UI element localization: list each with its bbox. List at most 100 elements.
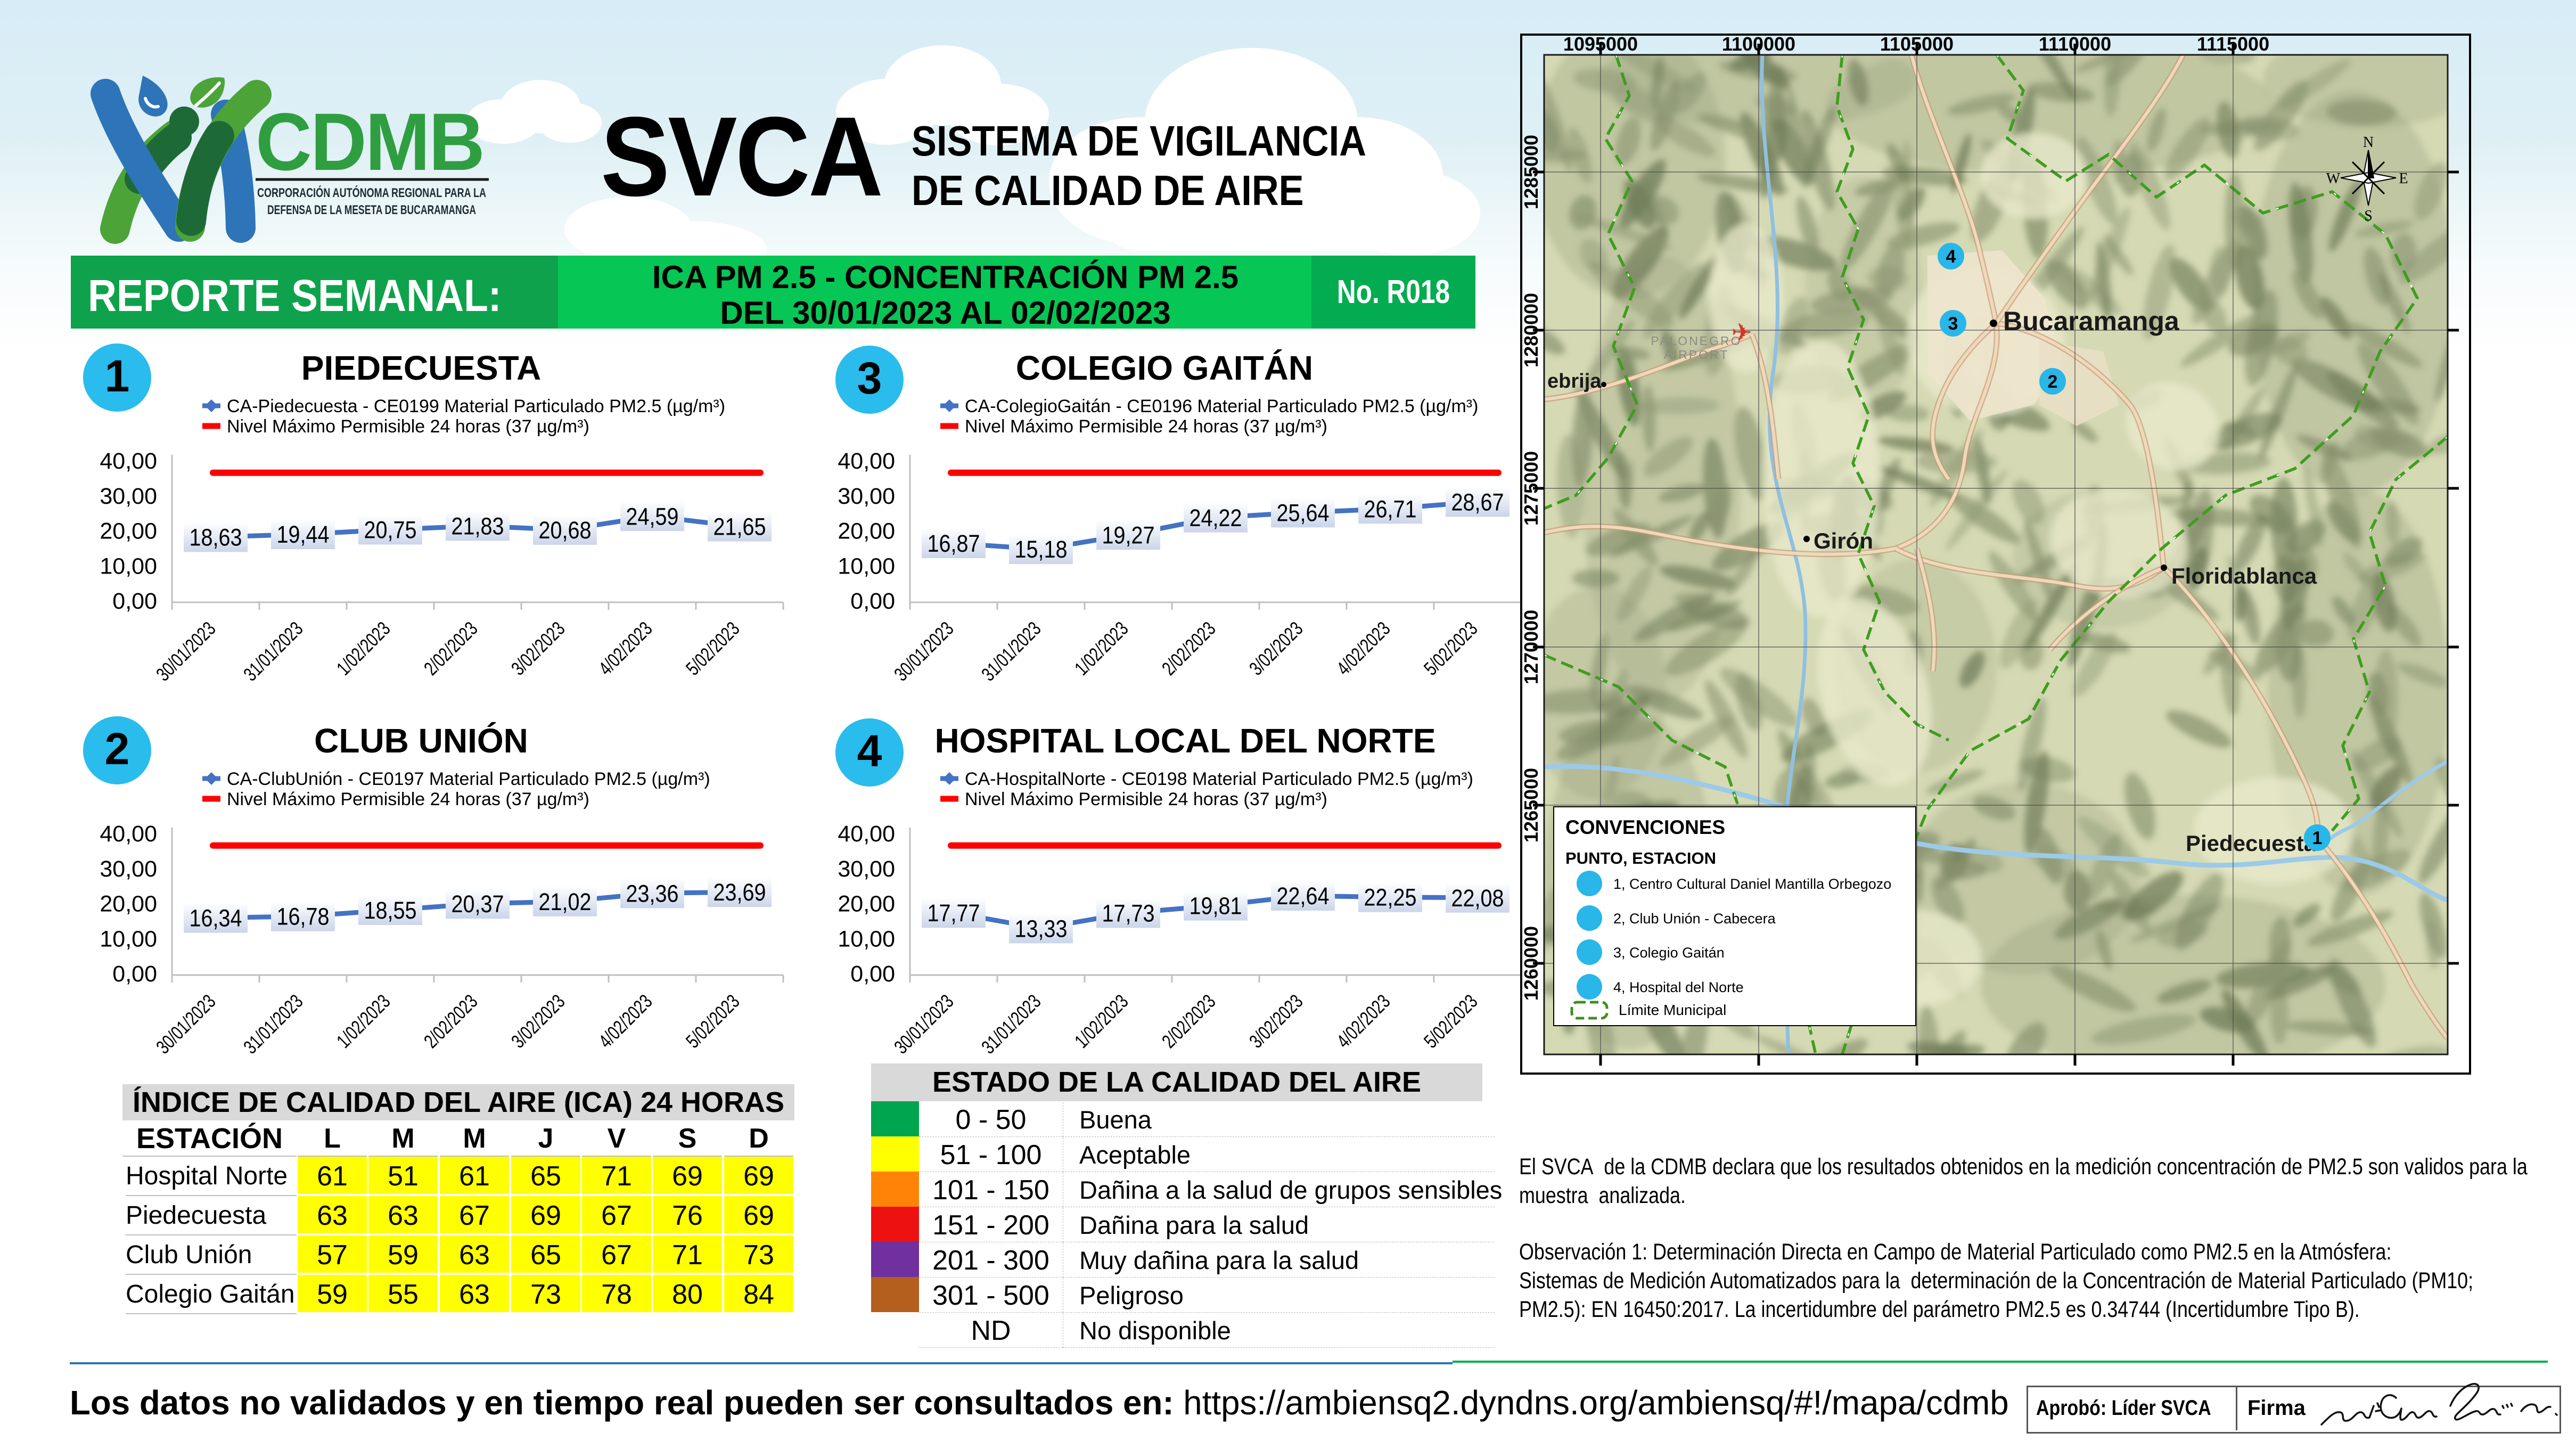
svg-text:2: 2 bbox=[2048, 372, 2058, 392]
svg-text:1: 1 bbox=[2312, 828, 2323, 848]
svg-text:10,00: 10,00 bbox=[100, 553, 157, 579]
svg-text:4, Hospital del Norte: 4, Hospital del Norte bbox=[1613, 979, 1744, 995]
svg-text:CA-ClubUnión - CE0197 Material: CA-ClubUnión - CE0197 Material Particula… bbox=[227, 769, 710, 789]
svg-text:18,55: 18,55 bbox=[364, 897, 416, 924]
svg-text:18,63: 18,63 bbox=[189, 524, 242, 551]
svg-text:Piedecuesta: Piedecuesta bbox=[2186, 831, 2317, 856]
svg-text:1275000: 1275000 bbox=[1520, 451, 1542, 526]
svg-text:PUNTO, ESTACION: PUNTO, ESTACION bbox=[1565, 849, 1716, 867]
svg-text:W: W bbox=[2326, 170, 2341, 187]
svg-text:CDMB: CDMB bbox=[256, 96, 483, 187]
svg-text:1285000: 1285000 bbox=[1520, 135, 1542, 209]
svg-text:CA-ColegioGaitán - CE0196 Mate: CA-ColegioGaitán - CE0196 Material Parti… bbox=[965, 396, 1478, 416]
svg-text:20,00: 20,00 bbox=[838, 519, 895, 544]
svg-text:1115000: 1115000 bbox=[2197, 33, 2269, 55]
svg-text:Girón: Girón bbox=[1814, 528, 1873, 553]
svg-text:21,02: 21,02 bbox=[538, 888, 591, 915]
svg-text:0,00: 0,00 bbox=[850, 588, 895, 614]
svg-text:20,00: 20,00 bbox=[838, 891, 895, 917]
svg-text:17,77: 17,77 bbox=[927, 900, 980, 927]
svg-text:23,69: 23,69 bbox=[713, 879, 766, 906]
svg-text:10,00: 10,00 bbox=[100, 926, 157, 952]
svg-text:0,00: 0,00 bbox=[850, 961, 895, 987]
svg-text:DEFENSA DE LA MESETA DE BUCARA: DEFENSA DE LA MESETA DE BUCARAMANGA bbox=[267, 203, 476, 217]
svg-text:22,08: 22,08 bbox=[1451, 885, 1504, 911]
svg-text:20,37: 20,37 bbox=[451, 891, 504, 918]
svg-text:3: 3 bbox=[857, 353, 882, 403]
svg-text:1095000: 1095000 bbox=[1563, 33, 1638, 55]
svg-text:16,34: 16,34 bbox=[189, 905, 242, 931]
svg-text:2, Club Unión - Cabecera: 2, Club Unión - Cabecera bbox=[1613, 911, 1776, 927]
svg-text:N: N bbox=[2363, 134, 2374, 151]
svg-text:1, Centro Cultural Daniel Mant: 1, Centro Cultural Daniel Mantilla Orbeg… bbox=[1613, 876, 1891, 892]
svg-text:CA-HospitalNorte - CE0198 Mate: CA-HospitalNorte - CE0198 Material Parti… bbox=[965, 769, 1473, 789]
svg-text:E: E bbox=[2399, 170, 2408, 187]
svg-text:4: 4 bbox=[857, 726, 882, 776]
svg-text:0,00: 0,00 bbox=[112, 588, 157, 614]
svg-text:19,81: 19,81 bbox=[1189, 893, 1242, 919]
svg-text:20,75: 20,75 bbox=[364, 517, 416, 543]
svg-text:2: 2 bbox=[105, 724, 130, 774]
svg-text:CLUB UNIÓN: CLUB UNIÓN bbox=[314, 722, 528, 760]
svg-text:AIRPORT: AIRPORT bbox=[1664, 348, 1729, 362]
svg-text:20,00: 20,00 bbox=[100, 519, 157, 544]
svg-text:16,87: 16,87 bbox=[927, 530, 980, 557]
svg-text:21,83: 21,83 bbox=[451, 513, 504, 539]
svg-text:15,18: 15,18 bbox=[1014, 536, 1067, 563]
svg-text:Nivel Máximo Permisible 24 hor: Nivel Máximo Permisible 24 horas (37 µg/… bbox=[227, 416, 589, 437]
svg-text:40,00: 40,00 bbox=[838, 448, 895, 474]
svg-text:10,00: 10,00 bbox=[838, 926, 895, 952]
svg-text:HOSPITAL LOCAL DEL NORTE: HOSPITAL LOCAL DEL NORTE bbox=[934, 722, 1435, 760]
svg-text:Nivel Máximo Permisible 24 hor: Nivel Máximo Permisible 24 horas (37 µg/… bbox=[965, 789, 1327, 809]
svg-text:Bucaramanga: Bucaramanga bbox=[2003, 306, 2180, 336]
svg-text:CORPORACIÓN AUTÓNOMA REGIONAL: CORPORACIÓN AUTÓNOMA REGIONAL PARA LA bbox=[257, 185, 486, 200]
svg-text:3, Colegio Gaitán: 3, Colegio Gaitán bbox=[1613, 945, 1725, 961]
svg-text:30,00: 30,00 bbox=[838, 856, 895, 882]
svg-text:CONVENCIONES: CONVENCIONES bbox=[1565, 816, 1725, 838]
svg-text:22,25: 22,25 bbox=[1364, 884, 1416, 911]
svg-text:17,73: 17,73 bbox=[1102, 900, 1154, 927]
svg-text:22,64: 22,64 bbox=[1276, 883, 1329, 910]
svg-text:20,00: 20,00 bbox=[100, 891, 157, 917]
svg-text:25,64: 25,64 bbox=[1276, 500, 1329, 526]
svg-text:30,00: 30,00 bbox=[100, 484, 157, 509]
svg-text:✈: ✈ bbox=[1732, 318, 1752, 346]
svg-text:S: S bbox=[2364, 208, 2373, 224]
svg-text:26,71: 26,71 bbox=[1364, 496, 1416, 522]
svg-text:40,00: 40,00 bbox=[838, 821, 895, 847]
svg-text:0,00: 0,00 bbox=[112, 961, 157, 987]
svg-text:28,67: 28,67 bbox=[1451, 489, 1504, 515]
svg-text:1280000: 1280000 bbox=[1520, 293, 1542, 367]
svg-text:PIEDECUESTA: PIEDECUESTA bbox=[301, 349, 541, 387]
svg-text:19,27: 19,27 bbox=[1102, 522, 1154, 549]
svg-text:Límite Municipal: Límite Municipal bbox=[1619, 1002, 1726, 1018]
svg-text:40,00: 40,00 bbox=[100, 448, 157, 474]
svg-text:1105000: 1105000 bbox=[1880, 33, 1954, 55]
svg-text:24,59: 24,59 bbox=[626, 503, 678, 530]
svg-text:23,36: 23,36 bbox=[626, 880, 678, 907]
svg-text:13,33: 13,33 bbox=[1014, 915, 1067, 942]
svg-text:40,00: 40,00 bbox=[100, 821, 157, 847]
svg-text:10,00: 10,00 bbox=[838, 553, 895, 579]
svg-text:1270000: 1270000 bbox=[1520, 610, 1542, 684]
svg-text:3: 3 bbox=[1948, 314, 1958, 334]
svg-text:Nivel Máximo Permisible 24 hor: Nivel Máximo Permisible 24 horas (37 µg/… bbox=[965, 416, 1327, 437]
svg-text:1100000: 1100000 bbox=[1722, 33, 1795, 55]
svg-text:1260000: 1260000 bbox=[1520, 926, 1542, 1001]
svg-text:Nivel Máximo Permisible 24 hor: Nivel Máximo Permisible 24 horas (37 µg/… bbox=[227, 789, 589, 809]
svg-text:30,00: 30,00 bbox=[100, 856, 157, 882]
svg-text:30,00: 30,00 bbox=[838, 484, 895, 509]
svg-text:1110000: 1110000 bbox=[2039, 33, 2111, 55]
svg-text:CA-Piedecuesta - CE0199 Materi: CA-Piedecuesta - CE0199 Material Particu… bbox=[227, 396, 725, 416]
svg-text:1265000: 1265000 bbox=[1520, 768, 1542, 842]
svg-text:ebrija: ebrija bbox=[1547, 370, 1602, 392]
svg-text:4: 4 bbox=[1946, 247, 1956, 267]
svg-text:PALONEGRO: PALONEGRO bbox=[1651, 334, 1742, 348]
svg-text:COLEGIO GAITÁN: COLEGIO GAITÁN bbox=[1016, 349, 1313, 387]
svg-text:21,65: 21,65 bbox=[713, 513, 766, 540]
svg-text:1: 1 bbox=[105, 351, 130, 401]
svg-text:16,78: 16,78 bbox=[276, 903, 329, 930]
svg-text:24,22: 24,22 bbox=[1189, 504, 1242, 531]
svg-text:19,44: 19,44 bbox=[276, 521, 329, 548]
svg-text:Floridablanca: Floridablanca bbox=[2171, 563, 2317, 588]
